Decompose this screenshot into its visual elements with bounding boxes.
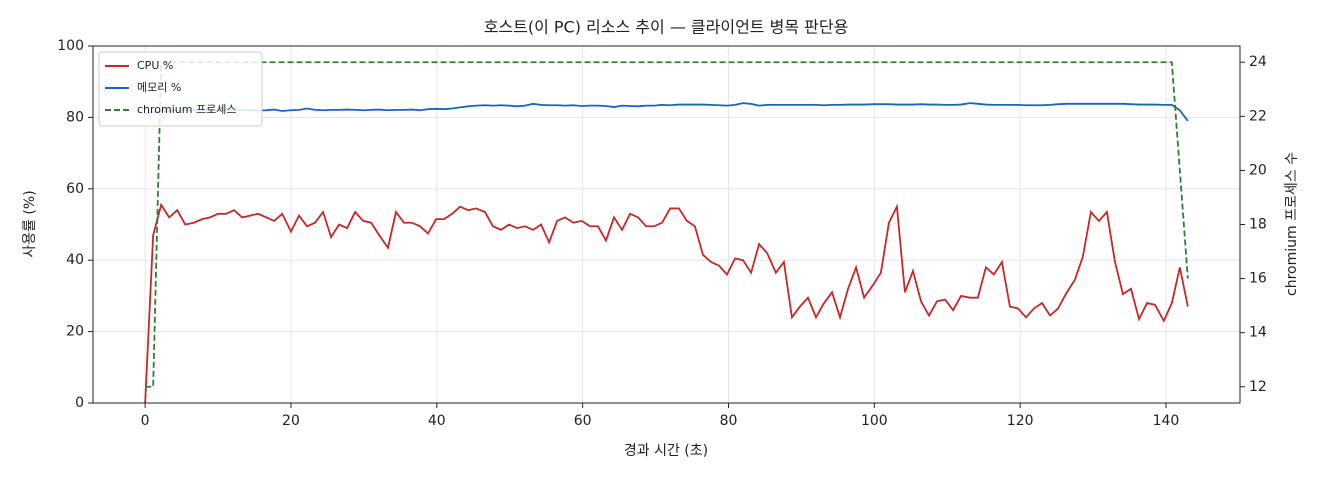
x-tick-label: 0 — [141, 413, 150, 429]
legend-label: chromium 프로세스 — [137, 103, 236, 116]
series-line — [144, 102, 1189, 122]
y2-tick-label: 18 — [1249, 217, 1267, 233]
chart-title: 호스트(이 PC) 리소스 추이 — 클라이언트 병목 판단용 — [484, 18, 849, 37]
y2-tick-label: 12 — [1249, 379, 1267, 395]
legend-label: CPU % — [137, 59, 173, 72]
plot-frame — [92, 45, 1241, 404]
x-tick-label: 100 — [861, 413, 888, 429]
y-tick-label: 0 — [75, 395, 84, 411]
x-tick-label: 60 — [574, 413, 592, 429]
legend: CPU % 메모리 % chromium 프로세스 — [98, 51, 263, 127]
x-tick-label: 80 — [720, 413, 738, 429]
x-tick-label: 20 — [282, 413, 300, 429]
y-tick-label: 100 — [57, 38, 84, 54]
x-tick-label: 40 — [428, 413, 446, 429]
series-line — [144, 202, 1189, 404]
y2-axis-label: chromium 프로세스 수 — [1284, 152, 1300, 296]
y-axis-label: 사용률 (%) — [22, 190, 38, 257]
y-tick-label: 40 — [66, 252, 84, 268]
y-tick-label: 20 — [66, 324, 84, 340]
y2-tick-label: 16 — [1249, 271, 1267, 287]
y-tick-label: 60 — [66, 181, 84, 197]
y-tick-label: 80 — [66, 109, 84, 125]
x-axis-label: 경과 시간 (초) — [624, 443, 708, 459]
x-tick-label: 140 — [1153, 413, 1180, 429]
x-tick-label: 120 — [1007, 413, 1034, 429]
legend-label: 메모리 % — [137, 81, 181, 94]
series-line — [145, 61, 1189, 388]
y2-tick-label: 22 — [1249, 108, 1267, 124]
y2-tick-label: 24 — [1249, 54, 1267, 70]
y2-tick-label: 20 — [1249, 162, 1267, 178]
y2-tick-label: 14 — [1249, 325, 1267, 341]
legend-box — [98, 51, 263, 127]
